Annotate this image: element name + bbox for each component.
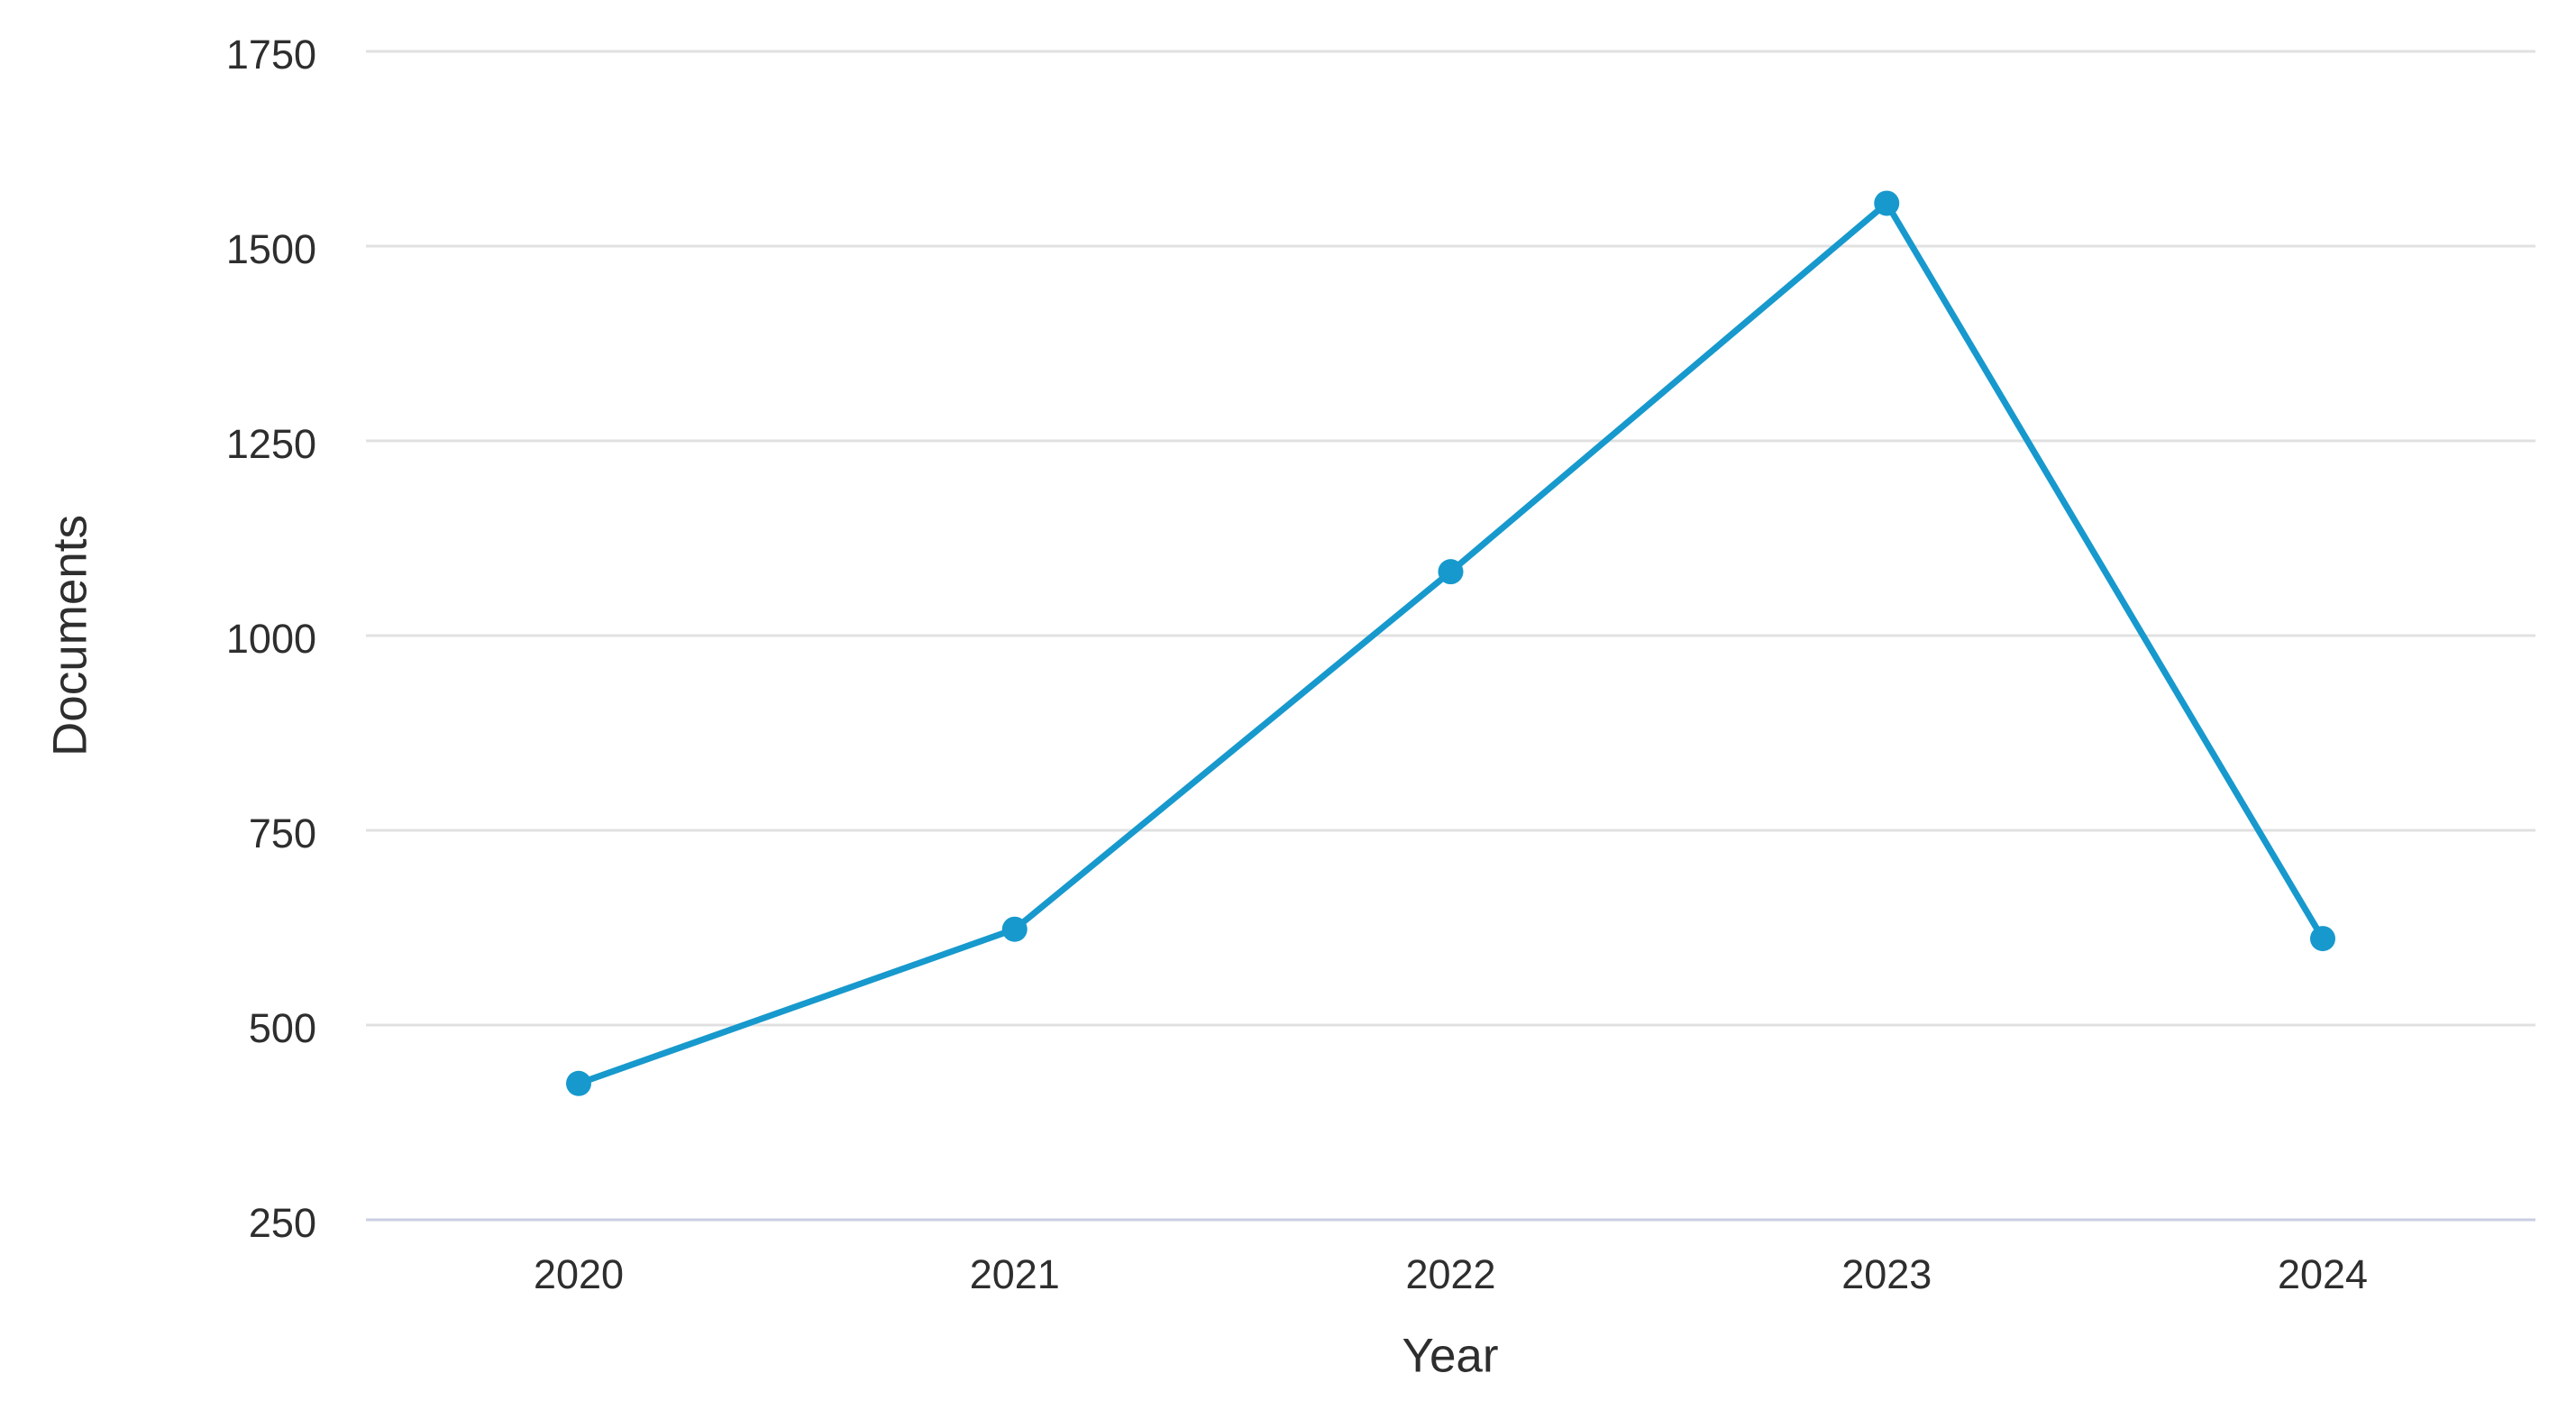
x-tick-label-2021: 2021 <box>970 1251 1060 1297</box>
x-tick-label-2024: 2024 <box>2278 1251 2368 1297</box>
x-axis-title: Year <box>1402 1330 1498 1383</box>
y-tick-label-500: 500 <box>249 1005 316 1051</box>
y-tick-label-1750: 1750 <box>226 32 316 78</box>
series-documents <box>566 190 2335 1096</box>
y-tick-label-250: 250 <box>249 1200 316 1246</box>
data-point-2022[interactable] <box>1438 559 1464 585</box>
x-tick-label-2022: 2022 <box>1405 1251 1495 1297</box>
y-axis-tick-labels: 1750 1500 1250 1000 750 500 250 <box>226 32 316 1246</box>
data-point-2024[interactable] <box>2310 926 2335 952</box>
y-tick-label-1250: 1250 <box>226 421 316 467</box>
x-tick-label-2023: 2023 <box>1841 1251 1932 1297</box>
y-tick-label-1500: 1500 <box>226 226 316 272</box>
x-tick-label-2020: 2020 <box>534 1251 624 1297</box>
y-tick-label-750: 750 <box>249 810 316 856</box>
data-point-2021[interactable] <box>1001 916 1028 942</box>
y-tick-label-1000: 1000 <box>226 616 316 662</box>
data-point-2020[interactable] <box>566 1070 591 1096</box>
y-axis-title: Documents <box>44 515 97 756</box>
data-point-2023[interactable] <box>1874 190 1900 216</box>
x-axis-tick-labels: 2020 2021 2022 2023 2024 <box>534 1251 2368 1297</box>
gridlines-group <box>366 50 2535 1027</box>
series-line-documents <box>575 199 2326 1087</box>
